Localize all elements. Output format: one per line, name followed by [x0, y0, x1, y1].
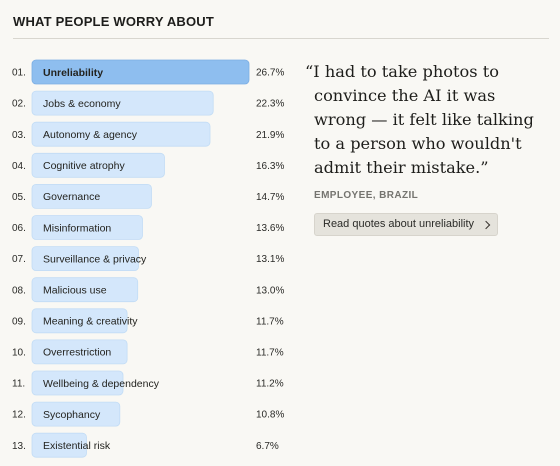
category-label: Unreliability — [43, 67, 103, 79]
category-label: Misinformation — [43, 222, 111, 234]
bar-governance[interactable] — [31, 183, 152, 209]
bar-row-meaning-and-creativity[interactable]: 09. Meaning & creativity 11.7% — [12, 308, 284, 334]
rank-label: 08. — [12, 285, 26, 296]
bar-row-existential-risk[interactable]: 13. Existential risk 6.7% — [12, 432, 279, 458]
chevron-right-icon — [481, 220, 491, 229]
bar-jobs-and-economy[interactable] — [31, 90, 214, 116]
rank-label: 02. — [12, 99, 26, 110]
bar-row-sycophancy[interactable]: 12. Sycophancy 10.8% — [12, 401, 284, 427]
value-label: 21.9% — [256, 130, 284, 141]
value-label: 10.8% — [256, 410, 284, 421]
bar-unreliability[interactable] — [31, 59, 250, 85]
value-label: 26.7% — [256, 68, 284, 79]
rank-label: 10. — [12, 348, 26, 359]
rank-label: 11. — [12, 379, 25, 390]
bar-meaning-and-creativity[interactable] — [31, 308, 128, 334]
rank-label: 03. — [12, 130, 26, 141]
category-label: Existential risk — [43, 440, 111, 452]
bar-surveillance-and-privacy[interactable] — [31, 246, 139, 272]
bar-row-malicious-use[interactable]: 08. Malicious use 13.0% — [12, 277, 284, 303]
value-label: 6.7% — [256, 441, 279, 452]
title-divider — [13, 38, 549, 39]
bar-row-overrestriction[interactable]: 10. Overrestriction 11.7% — [12, 339, 284, 365]
value-label: 11.7% — [256, 348, 284, 359]
read-quotes-label: Read quotes about unreliability — [323, 218, 475, 230]
bar-row-surveillance-and-privacy[interactable]: 07. Surveillance & privacy 13.1% — [12, 246, 284, 272]
value-label: 11.7% — [256, 316, 284, 327]
bar-sycophancy[interactable] — [31, 401, 121, 427]
category-label: Autonomy & agency — [43, 129, 138, 141]
bar-row-jobs-and-economy[interactable]: 02. Jobs & economy 22.3% — [12, 90, 284, 116]
category-label: Wellbeing & dependency — [43, 378, 160, 390]
rank-label: 09. — [12, 316, 26, 327]
category-label: Sycophancy — [43, 409, 101, 421]
value-label: 16.3% — [256, 161, 284, 172]
quote-panel: “I had to take photos to convince the AI… — [300, 60, 545, 236]
value-label: 22.3% — [256, 99, 284, 110]
category-label: Cognitive atrophy — [43, 160, 125, 172]
bar-malicious-use[interactable] — [31, 277, 139, 303]
rank-label: 01. — [12, 68, 26, 79]
category-label: Meaning & creativity — [43, 316, 138, 328]
value-label: 13.1% — [256, 254, 284, 265]
rank-label: 06. — [12, 223, 26, 234]
value-label: 14.7% — [256, 192, 284, 203]
value-label: 13.6% — [256, 223, 284, 234]
category-label: Overrestriction — [43, 347, 111, 359]
read-quotes-button[interactable]: Read quotes about unreliability — [314, 213, 499, 236]
quote-source: EMPLOYEE, BRAZIL — [314, 190, 419, 201]
page-title: WHAT PEOPLE WORRY ABOUT — [13, 14, 215, 29]
bar-row-wellbeing-and-dependency[interactable]: 11. Wellbeing & dependency 11.2% — [12, 370, 284, 396]
bar-misinformation[interactable] — [31, 215, 143, 240]
bar-autonomy-and-agency[interactable] — [31, 121, 211, 147]
rank-label: 07. — [12, 254, 26, 265]
bar-row-governance[interactable]: 05. Governance 14.7% — [12, 183, 284, 209]
bar-row-autonomy-and-agency[interactable]: 03. Autonomy & agency 21.9% — [12, 121, 284, 147]
worry-bar-chart: 01. Unreliability 26.7% 02. Jobs & economy 22… — [12, 59, 284, 458]
bar-overrestriction[interactable] — [31, 339, 128, 365]
bar-cognitive-atrophy[interactable] — [31, 152, 165, 178]
bar-row-unreliability[interactable]: 01. Unreliability 26.7% — [12, 59, 284, 85]
rank-label: 13. — [12, 441, 26, 452]
category-label: Surveillance & privacy — [43, 253, 147, 265]
rank-label: 04. — [12, 161, 26, 172]
value-label: 11.2% — [256, 379, 284, 390]
bar-row-cognitive-atrophy[interactable]: 04. Cognitive atrophy 16.3% — [12, 152, 284, 178]
value-label: 13.0% — [256, 285, 284, 296]
quote-text: “I had to take photos to convince the AI… — [305, 62, 534, 177]
bar-existential-risk[interactable] — [31, 432, 87, 458]
rank-label: 12. — [12, 410, 26, 421]
bar-wellbeing-and-dependency[interactable] — [31, 370, 124, 396]
category-label: Jobs & economy — [43, 98, 121, 110]
category-label: Governance — [43, 191, 100, 203]
bar-row-misinformation[interactable]: 06. Misinformation 13.6% — [12, 215, 284, 240]
category-label: Malicious use — [43, 285, 107, 297]
rank-label: 05. — [12, 192, 26, 203]
